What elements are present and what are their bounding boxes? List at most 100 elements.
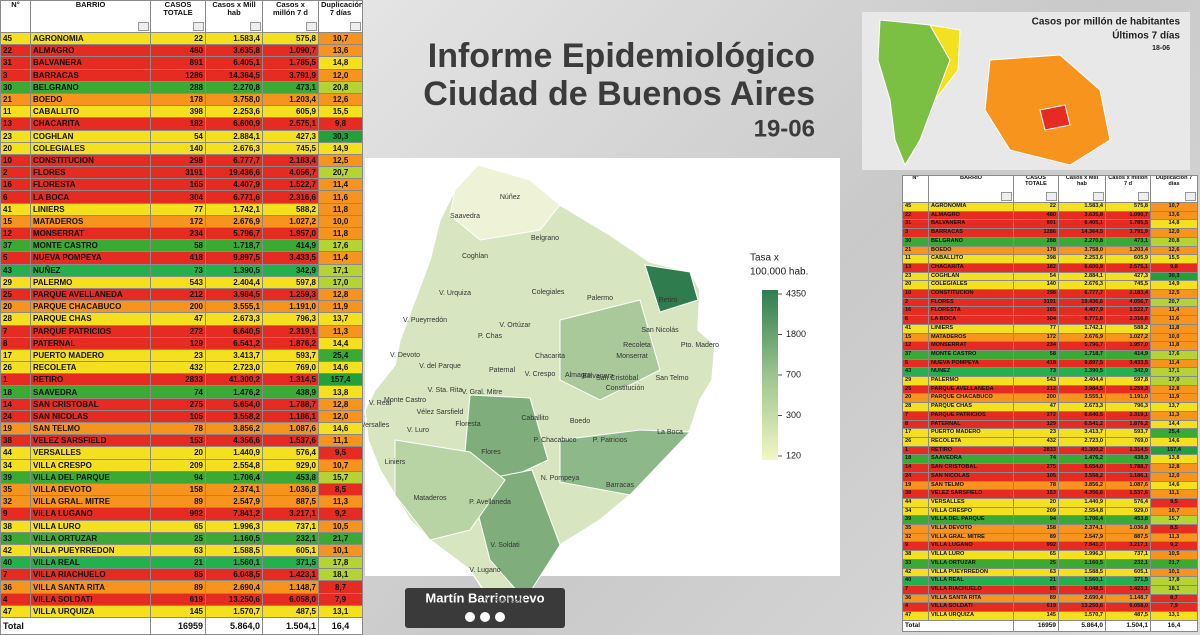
cell: 11,1 — [1150, 489, 1198, 499]
cell: 3.758,0 — [205, 92, 263, 107]
cell: 18,1 — [318, 568, 363, 582]
cell: COGHLAN — [928, 271, 1014, 282]
social-icon[interactable] — [465, 612, 475, 622]
cell: 9,5 — [318, 446, 363, 460]
cell: 89 — [150, 495, 206, 509]
row: 37 MONTE CASTRO 58 1.718,7 414,9 17,6 — [902, 349, 1198, 360]
cell: 10,0 — [318, 214, 363, 229]
row: 12 MONSERRAT 234 5.796,7 1.957,0 11,8 — [902, 341, 1198, 351]
cell: 30 — [902, 236, 929, 247]
cell: 1.957,0 — [1105, 341, 1151, 351]
cell: 5 — [902, 358, 929, 369]
cell: 20 — [0, 141, 31, 155]
map-zone — [644, 264, 699, 313]
row: 23 COGHLAN 54 2.884,1 427,3 30,3 — [0, 129, 363, 143]
filter-button[interactable] — [138, 22, 149, 31]
filter-button[interactable] — [1138, 192, 1149, 201]
cell: 22 — [1013, 202, 1059, 212]
social-icon[interactable] — [480, 612, 490, 622]
cell: BELGRANO — [30, 80, 151, 94]
cell: VILLA PUEYRREDON — [30, 543, 151, 558]
cell: VELEZ SARSFIELD — [30, 434, 151, 448]
cell: 1.440,9 — [1058, 497, 1106, 508]
cell: 1.148,7 — [262, 580, 319, 594]
cell: MONTE CASTRO — [30, 239, 151, 253]
cell: 438,9 — [262, 385, 319, 399]
cell: VILLA SANTA RITA — [928, 593, 1014, 604]
row: 47 VILLA URQUIZA 145 1.570,7 487,5 13,1 — [0, 604, 363, 619]
cell: 1.203,4 — [1105, 245, 1151, 256]
cell: 85 — [150, 568, 206, 582]
cell: 1.588,5 — [205, 543, 263, 558]
filter-button[interactable] — [1093, 192, 1104, 201]
cell: 212 — [150, 287, 206, 302]
filter-button[interactable] — [1001, 192, 1012, 201]
inset-region — [929, 24, 961, 101]
cell: 23 — [0, 129, 31, 143]
cell: 85 — [1013, 584, 1059, 595]
cell: 34 — [0, 458, 31, 472]
cell: 1.203,4 — [262, 92, 319, 107]
legend-title: 100.000 hab. — [750, 267, 808, 278]
map-label: V. Sta. Rita — [428, 387, 463, 394]
cell: SAN CRISTOBAL — [30, 397, 151, 411]
row: 29 PALERMO 543 2.404,4 597,8 17,0 — [902, 376, 1198, 386]
cell: 1.788,7 — [1105, 463, 1151, 473]
cell: 1.583,4 — [205, 31, 263, 46]
cell: 20 — [902, 393, 929, 404]
cell: 63 — [1013, 567, 1059, 578]
map-label: Balvanera — [582, 373, 614, 380]
header-row: N° BARRIO CASOS TOTALE Casos x Mill hab Caso… — [902, 175, 1198, 203]
cell: 1.027,2 — [262, 214, 319, 229]
cell: 33 — [902, 558, 929, 569]
cell: SAN NICOLAS — [30, 409, 151, 424]
cell: 2.183,4 — [1105, 289, 1151, 299]
cell: 1286 — [1013, 228, 1059, 238]
map-label: Boedo — [570, 418, 590, 425]
row: 35 VILLA DEVOTO 158 2.374,1 1.036,8 8,5 — [902, 524, 1198, 534]
cell: 1.785,5 — [262, 56, 319, 70]
cell: 605,1 — [262, 543, 319, 558]
cell: 17,1 — [1150, 367, 1198, 378]
social-icon[interactable] — [495, 612, 505, 622]
cell: 2.676,3 — [1058, 280, 1106, 291]
cell: SAN CRISTOBAL — [928, 463, 1014, 473]
cell: 1.560,1 — [1058, 576, 1106, 586]
cell: 1.560,1 — [205, 556, 263, 570]
cell: 275 — [1013, 463, 1059, 473]
cell: 172 — [1013, 332, 1059, 343]
cell: 3.413,7 — [1058, 428, 1106, 438]
filter-button[interactable] — [306, 22, 317, 31]
cell: 576,4 — [1105, 497, 1151, 508]
filter-button[interactable] — [350, 22, 361, 31]
map-label: V. Soldati — [490, 542, 520, 549]
cell: 8,7 — [1150, 593, 1198, 604]
row: 47 VILLA URQUIZA 145 1.570,7 487,5 13,1 — [902, 611, 1198, 621]
cell: 13 — [0, 117, 31, 131]
cell: 371,5 — [1105, 576, 1151, 586]
filter-button[interactable] — [1185, 192, 1196, 201]
cell: 2.575,1 — [1105, 262, 1151, 273]
cell: 165 — [1013, 306, 1059, 317]
map-label: V. Luro — [407, 427, 429, 434]
row: 7 VILLA RIACHUELO 85 6.048,5 1.423,1 18,1 — [0, 568, 363, 582]
cell: NUÑEZ — [928, 367, 1014, 378]
cell: 1.390,5 — [1058, 367, 1106, 378]
cell: 14 — [902, 463, 929, 473]
filter-button[interactable] — [193, 22, 204, 31]
cell: 6.048,5 — [1058, 584, 1106, 595]
cell: 26 — [0, 361, 31, 375]
row: 45 AGRONOMIA 22 1.583,4 575,8 10,7 — [902, 202, 1198, 212]
cell: 3.635,8 — [205, 44, 263, 58]
cell: 438,9 — [1105, 454, 1151, 465]
row: 38 VELEZ SARSFIELD 153 4.356,6 1.537,6 11,1 — [902, 489, 1198, 499]
cell: 42 — [902, 567, 929, 578]
cell: 1.522,7 — [1105, 306, 1151, 317]
filter-button[interactable] — [1046, 192, 1057, 201]
cell: 769,0 — [1105, 437, 1151, 447]
cell: 1 — [0, 373, 31, 387]
filter-button[interactable] — [250, 22, 261, 31]
cell: 23 — [1013, 428, 1059, 438]
total-cell: Total — [0, 617, 151, 635]
cell: 2 — [902, 297, 929, 308]
